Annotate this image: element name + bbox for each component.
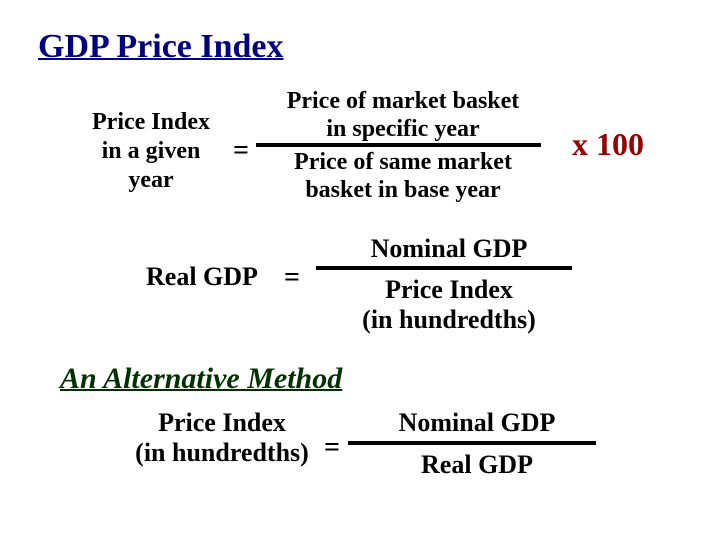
formula3-numerator: Nominal GDP	[362, 408, 592, 438]
subheading: An Alternative Method	[60, 362, 342, 396]
formula2-fraction-bar	[316, 266, 572, 270]
formula1-left: Price Index in a given year	[92, 108, 210, 194]
formula3-left-line1: Price Index	[158, 408, 286, 437]
formula2-denominator: Price Index (in hundredths)	[334, 275, 564, 335]
formula3-equals: =	[324, 432, 340, 464]
formula1-denominator: Price of same market basket in base year	[273, 149, 533, 204]
formula2-left: Real GDP	[146, 262, 258, 292]
formula2-den-line2: (in hundredths)	[362, 305, 536, 334]
formula2-den-line1: Price Index	[385, 275, 513, 304]
formula2-numerator: Nominal GDP	[334, 234, 564, 264]
formula1-left-line3: year	[128, 167, 173, 193]
formula3-fraction-bar	[348, 441, 596, 445]
page-title: GDP Price Index	[38, 28, 284, 66]
formula1-numerator: Price of market basket in specific year	[273, 88, 533, 143]
formula1-multiplier: x 100	[572, 126, 644, 163]
formula2-equals: =	[284, 262, 300, 294]
formula1-left-line1: Price Index	[92, 109, 210, 135]
formula1-den-line1: Price of same market	[294, 149, 512, 175]
formula1-den-line2: basket in base year	[305, 177, 500, 203]
formula3-denominator: Real GDP	[362, 450, 592, 480]
formula1-num-line2: in specific year	[326, 116, 479, 142]
formula3-left: Price Index (in hundredths)	[112, 408, 332, 468]
formula1-num-line1: Price of market basket	[287, 88, 520, 114]
formula1-left-line2: in a given	[102, 138, 201, 164]
formula1-equals: =	[233, 135, 249, 167]
formula1-fraction-bar	[256, 143, 541, 147]
formula3-left-line2: (in hundredths)	[135, 438, 309, 467]
